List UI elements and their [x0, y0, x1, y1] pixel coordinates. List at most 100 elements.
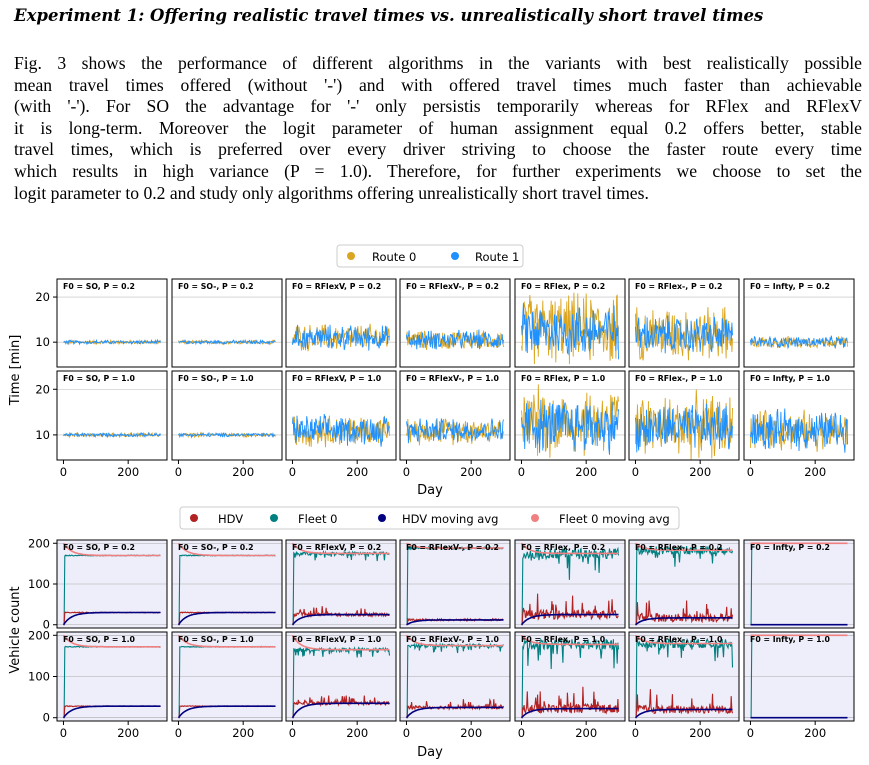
panel-title: F0 = Infty, P = 1.0 [750, 635, 831, 644]
xtick-label: 0 [175, 465, 182, 479]
legend-marker-fleet0 [270, 514, 278, 522]
series-route1 [750, 408, 848, 453]
panel-travel-1-1: F0 = SO-, P = 1.0 0 200 [171, 370, 283, 479]
xtick-label: 200 [232, 726, 254, 740]
panel-frame [743, 370, 855, 461]
series-fleet0-avg [291, 634, 390, 651]
panel-title: F0 = RFlexV-, P = 0.2 [406, 282, 499, 291]
ytick-label: 20 [35, 382, 50, 396]
panel-title: F0 = RFlex, P = 1.0 [521, 374, 606, 383]
series-fleet0-avg [177, 542, 276, 557]
series-route1 [292, 324, 390, 351]
legend-marker-fleet0_avg [531, 514, 539, 522]
series-route1 [406, 418, 504, 444]
panel-title-bg [518, 280, 622, 291]
legend-marker-hdv_avg [378, 514, 386, 522]
series-fleet0-avg [291, 542, 390, 555]
panel-title: F0 = RFlex-, P = 0.2 [635, 282, 722, 291]
ytick-label: 100 [28, 577, 50, 591]
xtick-label: 200 [575, 726, 597, 740]
xtick-label: 0 [60, 465, 67, 479]
series-route1 [178, 338, 276, 346]
panel-title-bg [518, 372, 622, 383]
panel-frame [628, 539, 740, 629]
panel-title-bg [289, 372, 393, 383]
series-hdv-avg [520, 707, 619, 719]
series-hdv [521, 686, 620, 719]
legend-label-fleet0: Fleet 0 [298, 512, 337, 526]
panel-frame [399, 278, 511, 368]
ytick-label: 100 [28, 670, 50, 684]
series-fleet0-avg [405, 634, 504, 647]
series-fleet0 [292, 549, 390, 626]
legend-label-hdv_avg: HDV moving avg [402, 512, 498, 526]
panel-title: F0 = RFlexV, P = 1.0 [292, 374, 382, 383]
panel-title: F0 = RFlex-, P = 0.2 [635, 543, 722, 552]
panel-travel-0-3: F0 = RFlexV-, P = 0.2 [399, 278, 511, 368]
panel-frame [514, 539, 626, 629]
panel-frame [514, 631, 626, 722]
xtick-label: 0 [632, 726, 639, 740]
series-hdv-avg [177, 705, 276, 719]
panel-title: F0 = RFlexV-, P = 0.2 [406, 543, 499, 552]
series-hdv-avg [405, 706, 504, 719]
panel-title-bg [175, 372, 279, 383]
panel-title-bg [747, 280, 851, 291]
panel-bg [286, 371, 396, 460]
panel-title: F0 = RFlexV, P = 0.2 [292, 282, 381, 291]
panel-title: F0 = RFlex, P = 0.2 [521, 543, 605, 552]
panel-vehicles-0-1: F0 = SO-, P = 0.2 [171, 539, 283, 629]
series-hdv-avg [62, 611, 161, 626]
series-hdv-avg [177, 611, 276, 626]
series-route1 [406, 329, 504, 350]
series-fleet0-avg [634, 634, 733, 645]
y-axis-label-travel: Time [min] [8, 335, 23, 407]
series-fleet0-avg [520, 634, 619, 646]
panel-frame [171, 539, 283, 629]
panel-travel-0-5: F0 = RFlex-, P = 0.2 [628, 278, 740, 368]
series-hdv-avg [635, 617, 733, 626]
panel-travel-0-4: F0 = RFlex, P = 0.2 [514, 278, 626, 368]
ytick-label: 200 [28, 536, 50, 550]
paragraph-line: it is long-term. Moreover the logit para… [14, 117, 862, 138]
series-hdv-avg [406, 619, 504, 626]
xtick-label: 200 [689, 726, 711, 740]
panel-title: F0 = Infty, P = 0.2 [750, 543, 830, 552]
panel-vehicles-1-2: F0 = RFlexV, P = 1.0 0 200 [285, 631, 397, 740]
panel-bg [400, 279, 510, 367]
panel-frame [628, 278, 740, 368]
panel-frame [399, 370, 511, 461]
series-fleet0-avg [520, 542, 619, 555]
panel-frame [743, 278, 855, 368]
panel-title-bg [403, 280, 507, 291]
panel-vehicles-1-5: F0 = RFlex-, P = 1.0 0 200 [628, 631, 740, 740]
ytick-label: 200 [28, 628, 50, 642]
panel-vehicles-0-0: F0 = SO, P = 0.2 0 100 200 [28, 536, 168, 632]
panel-title: F0 = RFlex-, P = 1.0 [635, 374, 723, 383]
panel-title: F0 = Infty, P = 1.0 [750, 374, 831, 383]
panel-frame [628, 370, 740, 461]
series-route1 [63, 338, 161, 346]
panel-bg [172, 371, 282, 460]
panel-travel-0-2: F0 = RFlexV, P = 0.2 [285, 278, 397, 368]
series-route1 [635, 315, 733, 354]
legend-label-route0: Route 0 [372, 250, 416, 264]
panel-bg [744, 279, 854, 367]
panel-travel-1-4: F0 = RFlex, P = 1.0 0 200 [514, 370, 626, 479]
panel-title: F0 = Infty, P = 0.2 [750, 282, 830, 291]
paragraph-line: logit parameter to 0.2 and study only al… [14, 182, 649, 203]
panel-frame [743, 631, 855, 722]
series-hdv-avg [291, 613, 390, 626]
panel-title: F0 = SO, P = 1.0 [63, 374, 136, 383]
xtick-label: 0 [747, 465, 754, 479]
panel-title-bg [403, 372, 507, 383]
series-route0 [750, 335, 848, 350]
ytick-label: 10 [35, 428, 50, 442]
xtick-label: 0 [518, 726, 525, 740]
xtick-label: 0 [175, 726, 182, 740]
panel-travel-1-5: F0 = RFlex-, P = 1.0 0 200 [628, 370, 740, 479]
panel-vehicles-0-5: F0 = RFlex-, P = 0.2 [628, 539, 740, 629]
ytick-label: 20 [35, 290, 50, 304]
series-route1 [292, 413, 390, 447]
